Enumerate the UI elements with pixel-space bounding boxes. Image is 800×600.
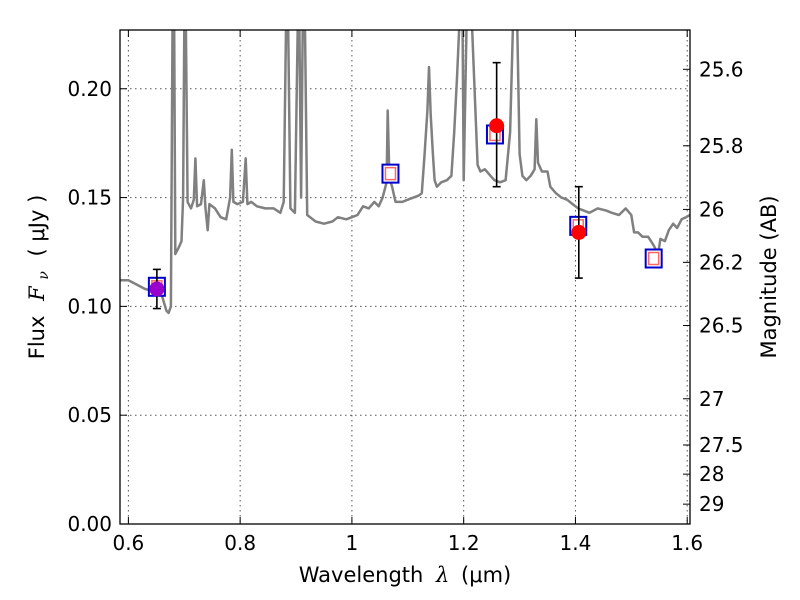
y-tick-label: 0.15 — [67, 186, 112, 210]
x-tick-label: 1.2 — [448, 531, 480, 555]
x-axis-title-symbol: λ — [435, 563, 449, 587]
plot-frame — [119, 29, 691, 525]
x-axis-title-unit: (μm) — [461, 563, 511, 587]
y-axis-ticks: 0.00 0.05 0.10 0.15 0.20 — [67, 77, 127, 536]
model-spectrum — [120, 30, 690, 315]
y-axis-title-symbol: F — [25, 285, 49, 302]
x-axis-title-prefix: Wavelength — [299, 563, 424, 587]
observed-point — [149, 281, 165, 297]
y-axis-title-subscript: ν — [36, 271, 52, 280]
x-tick-label: 1.6 — [671, 531, 703, 555]
y2-tick-label: 25.6 — [699, 57, 744, 81]
y2-tick-label: 29 — [699, 492, 724, 516]
x-tick-label: 0.6 — [112, 531, 144, 555]
y2-tick-label: 25.8 — [699, 134, 744, 158]
y-tick-label: 0.10 — [67, 294, 112, 318]
spectrum-line — [120, 30, 690, 315]
y-tick-label: 0.00 — [67, 512, 112, 536]
grid-lines — [120, 30, 690, 524]
model-square — [644, 248, 663, 269]
y2-tick-label: 28 — [699, 462, 724, 486]
x-tick-label: 0.8 — [224, 531, 256, 555]
y2-tick-label: 26.2 — [699, 250, 744, 274]
x-tick-label: 1 — [346, 531, 359, 555]
y-tick-label: 0.05 — [67, 403, 112, 427]
model-square-inner — [384, 166, 397, 181]
x-axis-ticks: 0.6 0.8 1 1.2 1.4 1.6 — [112, 30, 703, 555]
y2-tick-label: 26.5 — [699, 314, 744, 338]
model-square-inner — [647, 251, 660, 266]
model-square — [381, 163, 400, 184]
x-axis-title: Wavelength λ (μm) — [299, 563, 511, 587]
y-axis-title-prefix: Flux — [25, 316, 49, 360]
observed-point — [571, 224, 587, 240]
observed-point — [489, 118, 505, 134]
y2-tick-label: 27.5 — [699, 433, 744, 457]
y2-tick-label: 27 — [699, 387, 724, 411]
y2-axis-ticks: 25.6 25.8 26 26.2 26.5 27 27.5 28 29 — [683, 57, 744, 516]
y-tick-label: 0.20 — [67, 77, 112, 101]
y2-tick-label: 26 — [699, 197, 724, 221]
y-axis-title: Flux F ν ( μJy ) — [25, 195, 53, 360]
y-axis-title-unit: ( μJy ) — [25, 195, 49, 257]
y2-axis-title: Magnitude (AB) — [757, 195, 781, 358]
x-tick-label: 1.4 — [560, 531, 592, 555]
observed-photometry — [149, 118, 587, 297]
